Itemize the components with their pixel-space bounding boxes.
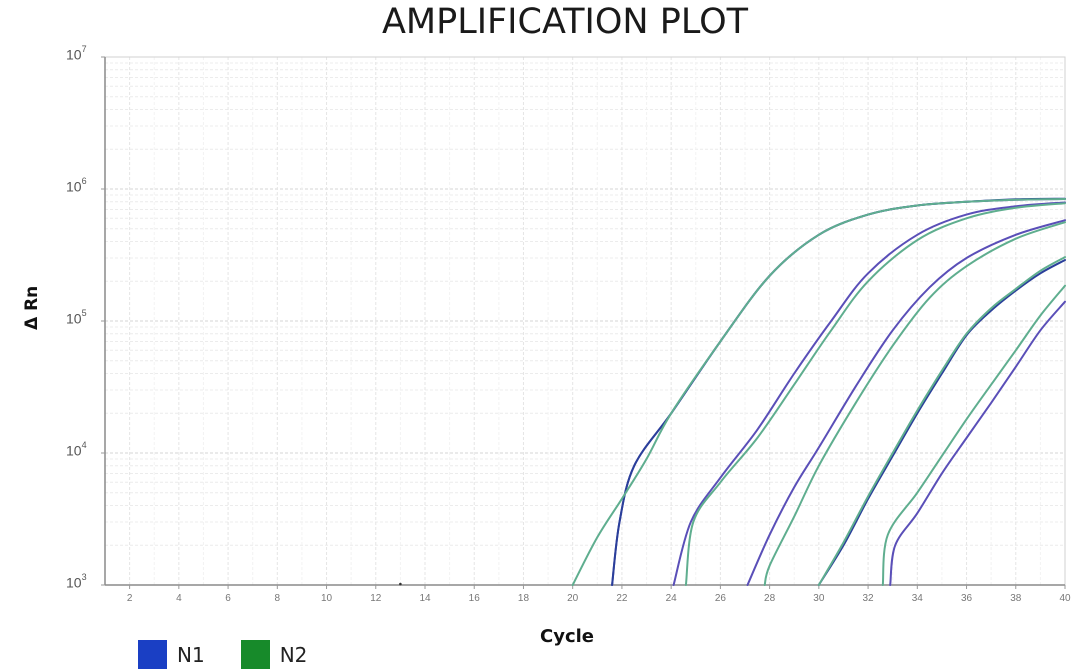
x-tick-label: 34: [911, 593, 923, 604]
x-tick-label: 14: [419, 593, 431, 604]
x-tick-label: 18: [517, 593, 530, 604]
legend-item-n2: N2: [240, 640, 308, 669]
x-tick-label: 12: [370, 593, 382, 604]
curve-n1-7: [817, 259, 1066, 586]
x-tick-label: 6: [225, 593, 231, 604]
x-tick-label: 24: [665, 593, 677, 604]
y-tick-label: 105: [66, 308, 87, 327]
x-tick-label: 30: [813, 593, 825, 604]
x-tick-label: 36: [960, 593, 973, 604]
x-tick-label: 22: [616, 593, 628, 604]
n1-swatch: [138, 640, 167, 669]
chart-title: AMPLIFICATION PLOT: [381, 2, 749, 42]
legend-label-n1: N1: [177, 642, 205, 667]
x-axis-label: Cycle: [540, 626, 594, 647]
curve-n1-5: [746, 219, 1066, 586]
legend-label-n2: N2: [279, 642, 308, 667]
x-tick-label: 38: [1010, 593, 1022, 604]
y-tick-label: 103: [66, 572, 87, 591]
curve-n2-8: [817, 256, 1066, 586]
x-tick-label: 32: [862, 593, 874, 604]
y-axis-label: Δ Rn: [22, 285, 42, 330]
x-tick-label: 28: [764, 593, 776, 604]
curve-n2-9: [881, 284, 1066, 586]
y-tick-label: 104: [66, 440, 87, 459]
curve-n1-1: [611, 197, 1066, 586]
legend: N1 N2: [138, 640, 307, 669]
y-tick-label: 106: [66, 176, 87, 195]
x-tick-label: 26: [714, 593, 726, 604]
x-tick-label: 10: [320, 593, 333, 604]
x-tick-label: 8: [274, 593, 281, 604]
y-tick-label: 107: [66, 44, 87, 63]
curve-n1-0: [611, 198, 1066, 586]
curve-n2-2: [571, 198, 1066, 586]
x-tick-label: 16: [468, 593, 480, 604]
curve-n1-10: [889, 300, 1066, 586]
curve-n2-6: [763, 221, 1066, 586]
x-tick-label: 4: [176, 593, 182, 604]
curve-n2-4: [684, 202, 1066, 586]
x-tick-label: 2: [126, 593, 133, 604]
curve-n1-3: [672, 201, 1066, 586]
amplification-curves: [571, 197, 1066, 586]
x-tick-label: 20: [567, 593, 579, 604]
n2-swatch: [240, 640, 270, 669]
legend-item-n1: N1: [138, 640, 205, 669]
x-tick-label: 40: [1059, 593, 1071, 604]
